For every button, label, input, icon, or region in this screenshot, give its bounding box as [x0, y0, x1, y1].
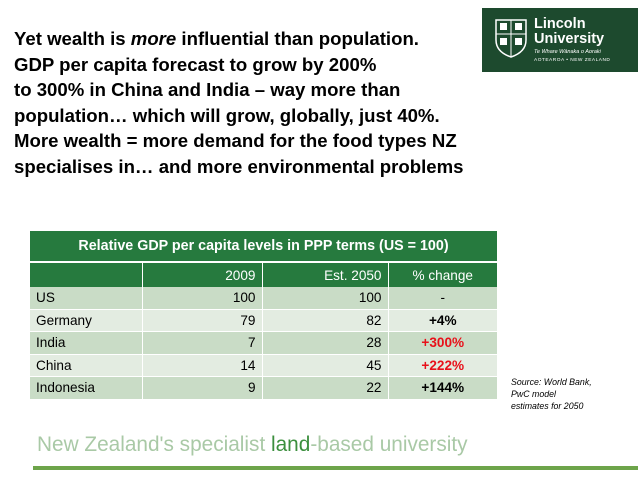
change-cell: +300%: [388, 331, 497, 355]
column-header: Est. 2050: [262, 262, 389, 287]
change-cell: +144%: [388, 376, 497, 400]
source-line: PwC model: [511, 389, 556, 399]
university-logo: Lincoln University Te Whare Wānaka o Aor…: [482, 8, 638, 72]
value-2050-cell: 22: [262, 376, 389, 400]
value-2009-cell: 7: [142, 331, 263, 355]
table-row: Indonesia 9 22 +144%: [30, 376, 497, 400]
table-row: Germany 79 82 +4%: [30, 309, 497, 332]
value-2009-cell: 9: [142, 376, 263, 400]
country-cell: US: [30, 287, 143, 310]
logo-name-line-1: Lincoln: [534, 16, 586, 32]
headline-line-5: More wealth = more demand for the food t…: [14, 130, 457, 152]
value-2009-cell: 79: [142, 309, 263, 332]
gdp-table: Relative GDP per capita levels in PPP te…: [30, 231, 497, 400]
column-header: [30, 262, 143, 287]
source-line: Source: World Bank,: [511, 377, 592, 387]
headline-line-6: specialises in… and more environmental p…: [14, 155, 464, 177]
logo-name-line-2: University: [534, 31, 605, 47]
headline-text: Yet wealth is: [14, 28, 131, 49]
value-2009-cell: 14: [142, 354, 263, 377]
logo-place: AOTEAROA • NEW ZEALAND: [534, 58, 611, 63]
logo-motto: Te Whare Wānaka o Aoraki: [534, 49, 601, 55]
column-header: % change: [388, 262, 497, 287]
column-header: 2009: [142, 262, 263, 287]
value-2050-cell: 45: [262, 354, 389, 377]
headline-text: influential than population.: [176, 28, 419, 49]
value-2009-cell: 100: [142, 287, 263, 310]
table-row: US 100 100 -: [30, 287, 497, 310]
headline: Yet wealth is more influential than popu…: [14, 26, 514, 180]
value-2050-cell: 100: [262, 287, 389, 310]
change-cell: +222%: [388, 354, 497, 377]
value-2050-cell: 28: [262, 331, 389, 355]
table-row: China 14 45 +222%: [30, 354, 497, 377]
table-title-row: Relative GDP per capita levels in PPP te…: [30, 231, 497, 263]
table-title: Relative GDP per capita levels in PPP te…: [30, 231, 497, 263]
table-header-row: 2009 Est. 2050 % change: [30, 262, 497, 287]
table-row: India 7 28 +300%: [30, 331, 497, 355]
footer-divider: [33, 466, 638, 470]
headline-line-2: GDP per capita forecast to grow by 200%: [14, 53, 377, 75]
country-cell: Indonesia: [30, 376, 143, 400]
country-cell: China: [30, 354, 143, 377]
source-note: Source: World Bank, PwC model estimates …: [511, 376, 631, 412]
country-cell: India: [30, 331, 143, 355]
footer-text: -based university: [310, 433, 468, 456]
change-cell: +4%: [388, 309, 497, 332]
footer-text: New Zealand's specialist: [37, 433, 271, 456]
headline-line-4: population… which will grow, globally, j…: [14, 104, 440, 126]
crest-icon: [495, 19, 527, 58]
change-cell: -: [388, 287, 497, 310]
country-cell: Germany: [30, 309, 143, 332]
footer-highlight: land: [271, 433, 311, 456]
headline-emphasis: more: [130, 28, 177, 49]
headline-line-1: Yet wealth is more influential than popu…: [14, 26, 514, 52]
headline-line-3: to 300% in China and India – way more th…: [14, 79, 401, 101]
value-2050-cell: 82: [262, 309, 389, 332]
footer-tagline: New Zealand's specialist land-based univ…: [37, 433, 468, 457]
source-line: estimates for 2050: [511, 401, 584, 411]
